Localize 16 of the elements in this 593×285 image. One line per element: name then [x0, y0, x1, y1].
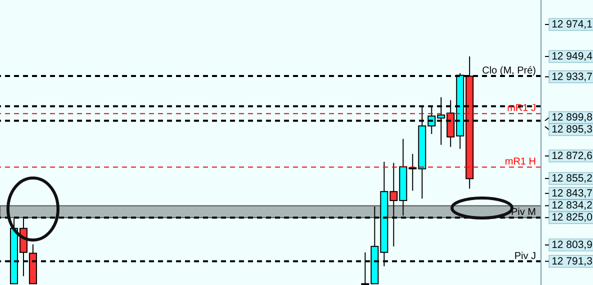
ref-line-label: mR1 J	[507, 103, 536, 114]
y-tick-label: 12 791,3	[552, 255, 593, 268]
y-tick-label: 12 933,7	[552, 70, 593, 83]
y-tick-label: 12 974,1	[552, 18, 593, 30]
y-tick-label: 12 843,7	[552, 187, 593, 200]
y-tick-label: 12 949,4	[552, 50, 593, 62]
y-tick-label: 12 825,0	[552, 212, 593, 224]
y-tick-label: 12 803,9	[552, 238, 593, 251]
y-tick-label: 12 899,8	[552, 112, 593, 124]
y-tick-label: 12 834,2	[552, 200, 593, 212]
y-tick-label: 12 855,2	[552, 172, 593, 185]
ref-line-label: Clo (M, Pré)	[482, 66, 536, 77]
y-tick-label: 12 872,6	[552, 150, 593, 162]
ref-line-label: Piv J	[514, 250, 536, 262]
y-tick-label: 12 895,3	[552, 124, 593, 136]
ref-line-label: mR1 H	[504, 156, 536, 168]
